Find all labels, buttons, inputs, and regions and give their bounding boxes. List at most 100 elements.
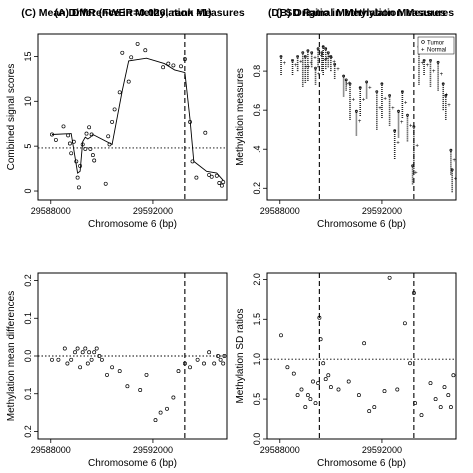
tumor-point (296, 55, 300, 58)
normal-point: + (396, 140, 400, 146)
panel-title: (B) Original Methylation Measures (276, 7, 446, 19)
legend-tumor-marker (421, 40, 425, 44)
tumor-point (422, 59, 426, 62)
data-point (413, 401, 418, 406)
tumor-point (303, 55, 307, 58)
plot-frame (266, 33, 457, 201)
tumor-point (450, 168, 454, 172)
data-point (83, 346, 88, 351)
legend-entry-normal: Normal (427, 48, 446, 54)
data-point (336, 387, 341, 392)
tumor-point (441, 82, 445, 86)
y-tick-label: 2.0 (252, 273, 262, 286)
y-tick-label: 0.8 (252, 65, 262, 78)
normal-point: + (452, 158, 456, 164)
normal-point: + (378, 106, 382, 112)
y-tick-label: 15 (23, 51, 33, 61)
data-point (65, 361, 70, 366)
data-point (382, 389, 387, 394)
data-point (207, 172, 212, 177)
panel-b: (B) Original Methylation Measures 2958800… (235, 7, 458, 230)
normal-point: + (383, 96, 387, 102)
panel-a: (A) DMR (FWER=0.026, rank #1) 29588000 295… (6, 7, 228, 230)
data-point (153, 418, 158, 423)
data-point (221, 180, 226, 185)
y-tick-label: 0.1 (23, 387, 33, 400)
normal-point: + (426, 63, 430, 69)
x-tick-label: 29592000 (133, 445, 173, 455)
legend-entry-tumor: Tumor (427, 41, 444, 47)
data-point (321, 361, 326, 366)
legend-normal-marker: + (421, 48, 425, 54)
y-tick-label: .4 (252, 145, 262, 153)
normal-point: + (362, 97, 366, 103)
x-axis-label: Chromosome 6 (bp) (317, 458, 406, 469)
y-tick-label: 10 (23, 96, 33, 106)
data-point (94, 346, 99, 351)
data-point (219, 183, 224, 188)
data-point (279, 333, 283, 338)
normal-point: + (345, 82, 349, 88)
x-axis-label: Chromosome 6 (bp) (88, 458, 177, 469)
data-point (61, 124, 66, 129)
data-point (190, 159, 195, 164)
data-point (356, 393, 361, 398)
tumor-point (306, 49, 310, 53)
data-point (125, 384, 130, 389)
data-point (176, 369, 181, 374)
data-point (346, 379, 351, 384)
normal-point: + (332, 59, 336, 65)
data-point (308, 397, 313, 402)
data-point (144, 372, 149, 377)
data-point (182, 361, 187, 366)
data-point (222, 354, 227, 358)
y-tick-label: 1.0 (252, 353, 262, 366)
data-point (209, 174, 214, 179)
normal-point: + (336, 67, 340, 73)
y-axis-label: Methylation mean differences (6, 291, 17, 421)
tumor-point (429, 59, 432, 62)
data-point (99, 357, 104, 362)
data-point (442, 385, 447, 390)
data-point (129, 55, 134, 60)
data-point (328, 385, 333, 390)
normal-point: + (304, 65, 308, 71)
data-point (75, 346, 80, 351)
data-point (62, 346, 67, 351)
data-point (50, 357, 54, 362)
panel-d: (D) SD Ratio in Methylation Measures 2958… (235, 7, 457, 469)
tumor-point (310, 51, 314, 55)
data-point (408, 361, 412, 366)
normal-point: + (358, 119, 362, 125)
data-point (67, 141, 72, 146)
data-point (138, 388, 143, 392)
y-tick-label: 0.6 (252, 104, 262, 117)
tumor-point (344, 78, 348, 82)
normal-point: + (299, 59, 303, 65)
data-point (316, 381, 321, 386)
data-point (428, 381, 433, 386)
data-point (120, 50, 125, 55)
normal-point: + (368, 86, 372, 92)
data-point (83, 146, 88, 151)
data-point (110, 119, 115, 124)
y-tick-label: 1.5 (252, 313, 262, 326)
normal-point: + (327, 54, 331, 60)
plot-frame (266, 272, 457, 440)
data-point (362, 341, 367, 346)
normal-point: + (415, 143, 419, 149)
x-tick-label: 29592000 (362, 206, 402, 216)
data-point (419, 413, 424, 418)
tumor-point (291, 59, 294, 62)
tumor-point (329, 55, 333, 58)
plot-frame (37, 33, 228, 201)
y-tick-label: 0 (23, 189, 33, 194)
data-point (89, 357, 94, 362)
tumor-point (393, 129, 397, 133)
data-point (74, 159, 79, 164)
data-point (195, 357, 200, 362)
y-tick-label: 0.2 (23, 425, 33, 438)
data-point (311, 379, 315, 384)
data-point (71, 139, 76, 144)
